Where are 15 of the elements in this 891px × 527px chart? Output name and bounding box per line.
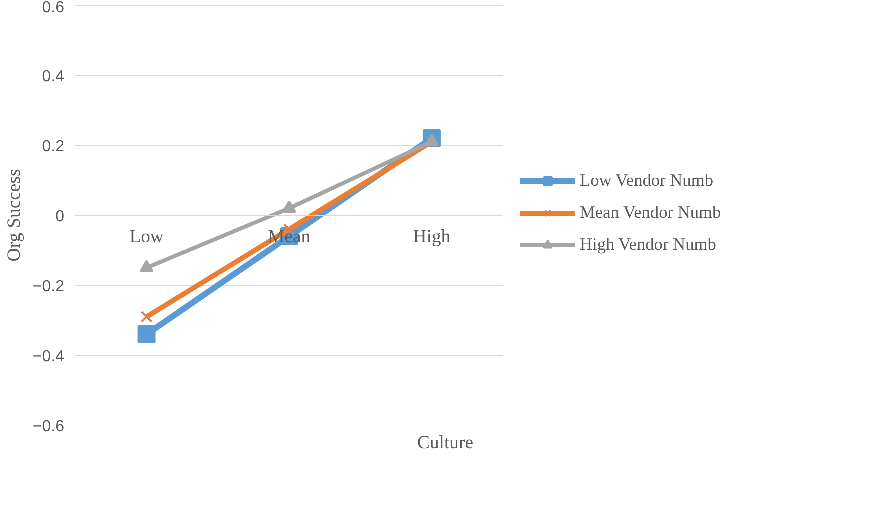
legend-label: High Vendor Numb <box>580 235 716 255</box>
x-tick-label: High <box>413 226 452 248</box>
y-tick-label: 0 <box>56 208 65 226</box>
y-tick-label: 0.4 <box>42 68 65 86</box>
x-tick-label: Low <box>130 226 164 248</box>
legend-label: Mean Vendor Numb <box>580 203 722 223</box>
legend-label: Low Vendor Numb <box>580 171 714 191</box>
y-tick-label: 0.2 <box>42 138 65 156</box>
x-tick-label: Mean <box>268 226 312 248</box>
y-tick-label: −0.4 <box>32 348 65 366</box>
y-tick-label: −0.2 <box>32 278 65 296</box>
x-axis-title: Culture <box>418 432 474 454</box>
y-axis-title: Org Success <box>4 169 25 262</box>
y-tick-label: 0.6 <box>42 0 65 16</box>
y-tick-label: −0.6 <box>32 418 65 436</box>
